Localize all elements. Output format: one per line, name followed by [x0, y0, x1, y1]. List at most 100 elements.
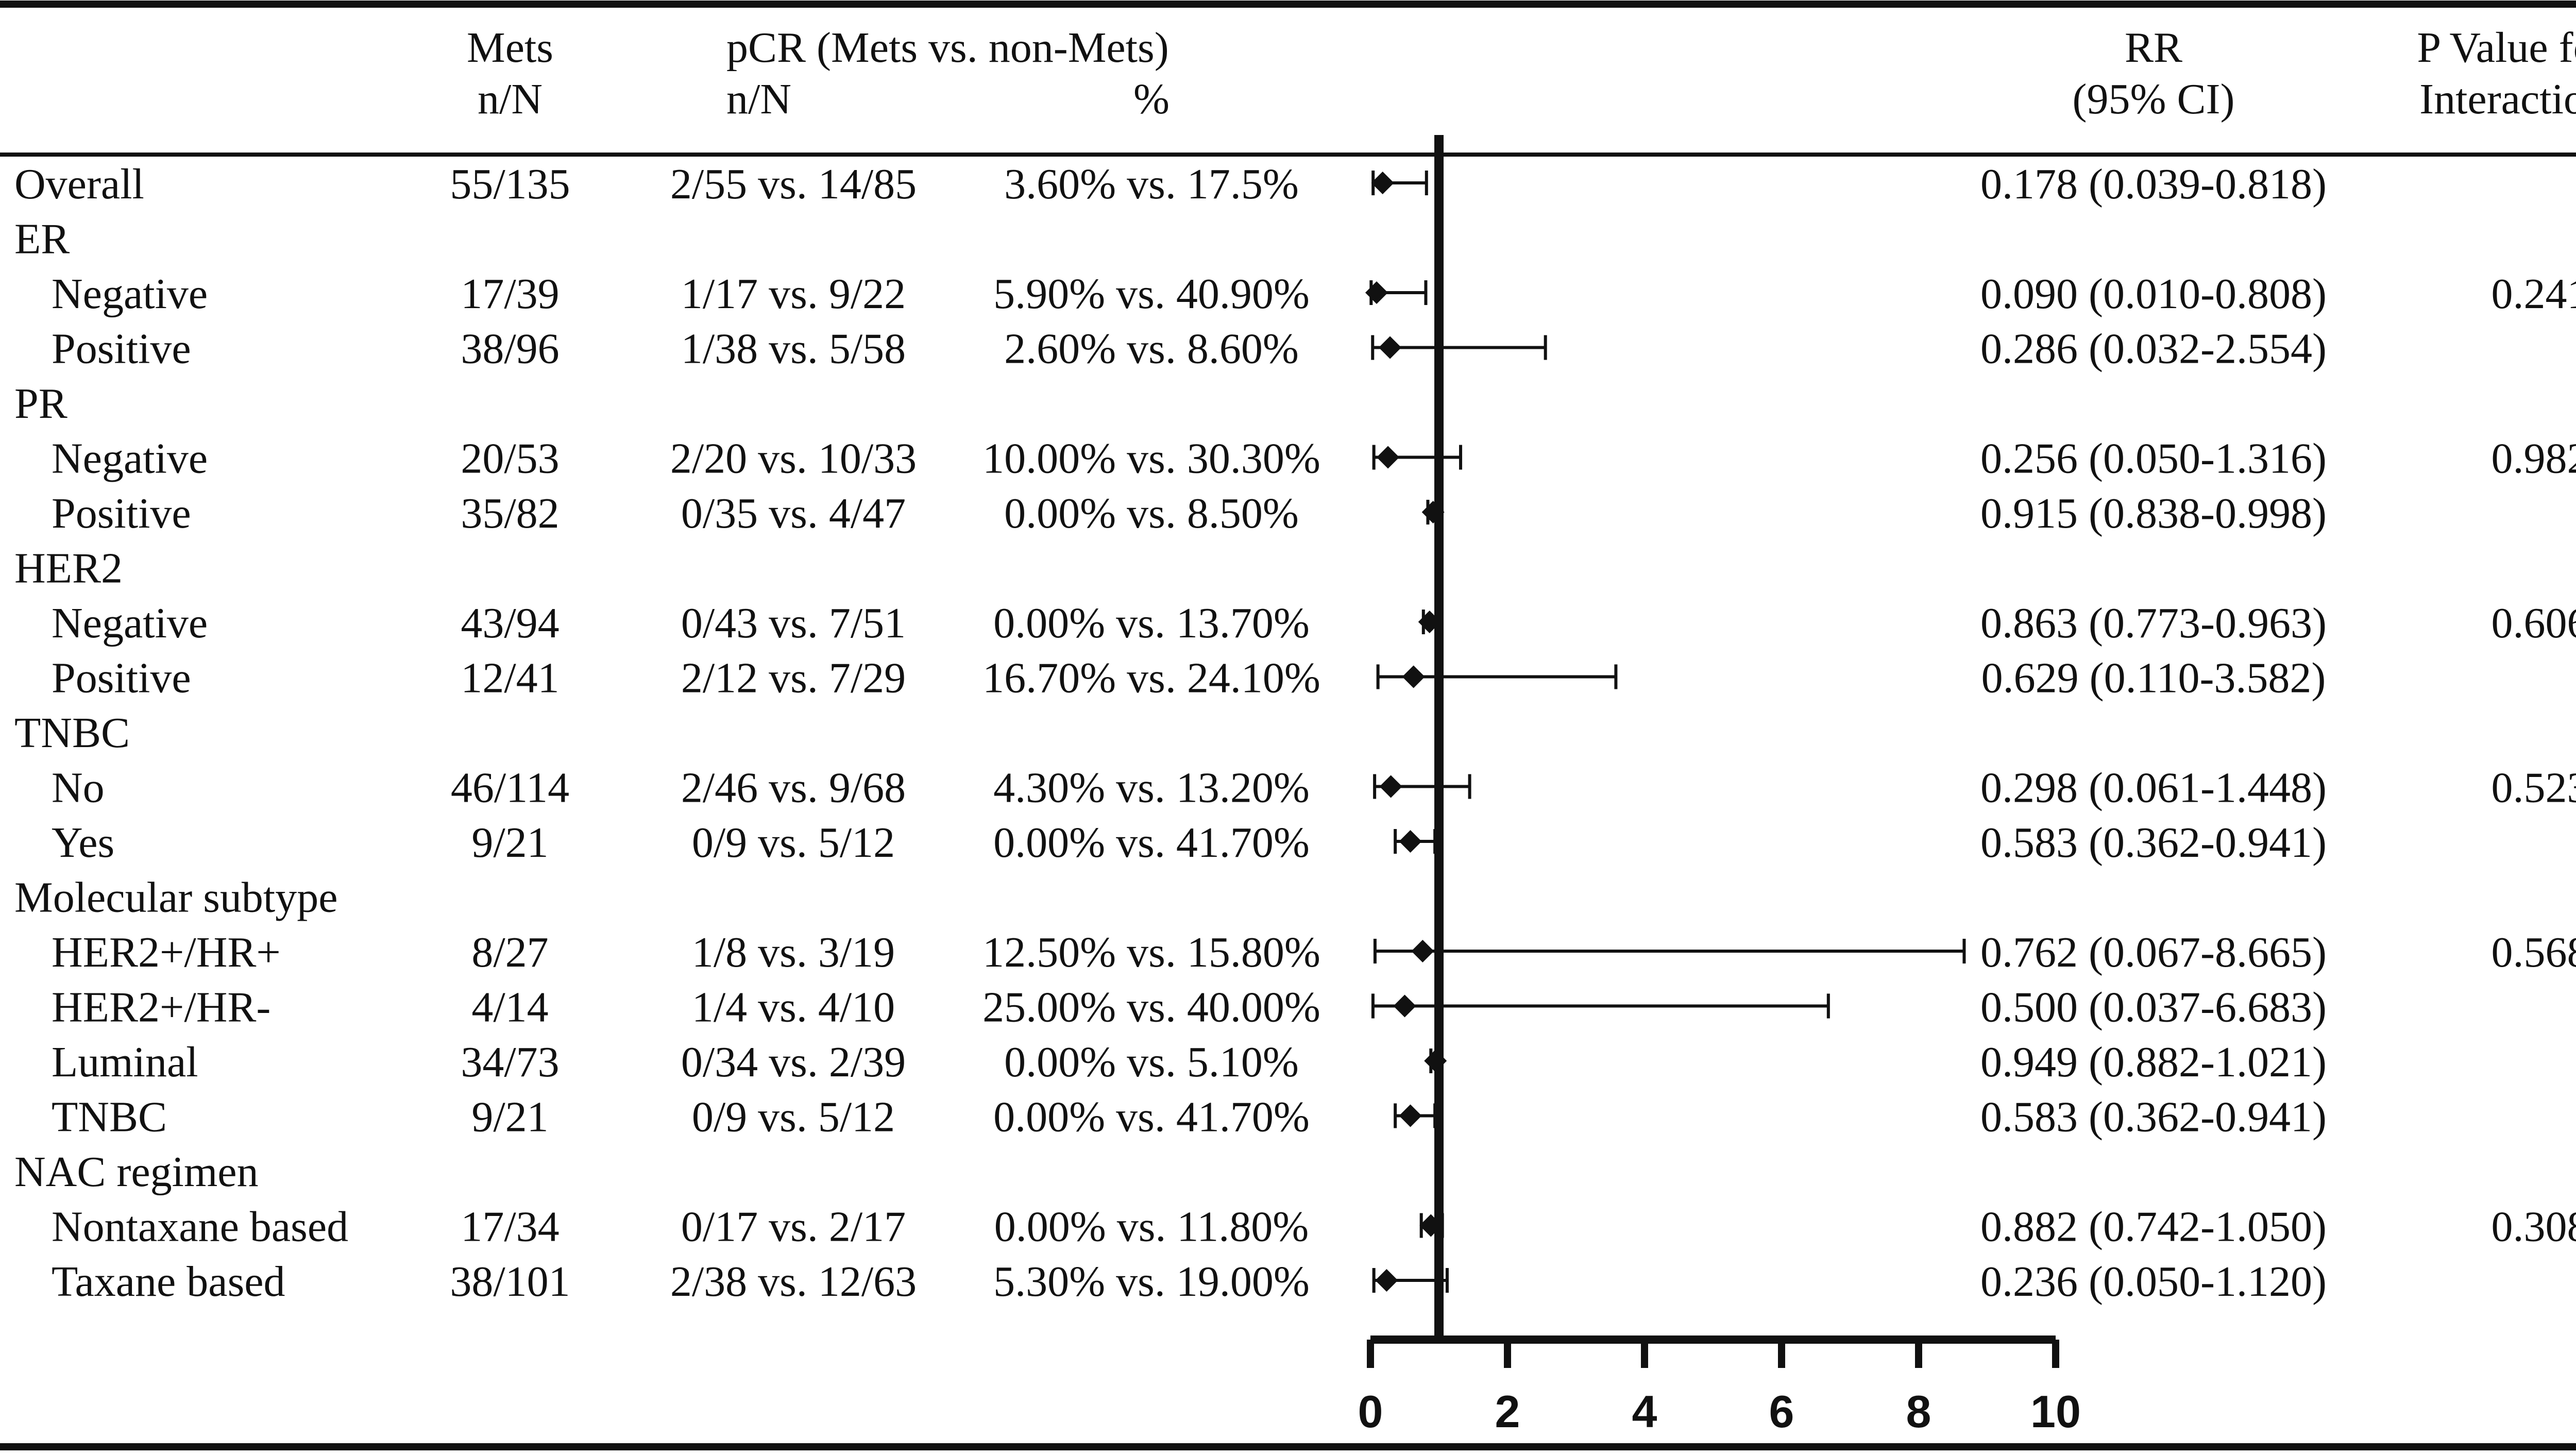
pcr-pct-cell: 12.50% vs. 15.80%	[982, 928, 1320, 976]
rr-point	[1379, 775, 1402, 798]
subgroup-label: Nontaxane based	[52, 1203, 348, 1251]
table-rows: Overall 55/135 2/55 vs. 14/85 3.60% vs. 17.…	[14, 160, 2576, 1306]
pcr-pct-cell: 16.70% vs. 24.10%	[982, 654, 1320, 702]
rr-cell: 0.629 (0.110-3.582)	[1981, 654, 2326, 702]
pcr-n-cell: 1/17 vs. 9/22	[681, 270, 906, 318]
rr-cell: 0.236 (0.050-1.120)	[1980, 1258, 2327, 1306]
mets-cell: 17/34	[461, 1203, 559, 1251]
pcr-n-cell: 1/8 vs. 3/19	[692, 928, 895, 976]
rr-point	[1399, 1104, 1422, 1127]
p-value-cell: 0.982	[2492, 435, 2576, 483]
rr-point	[1411, 940, 1434, 962]
rr-cell: 0.286 (0.032-2.554)	[1980, 325, 2327, 373]
subgroup-label: HER2+/HR+	[52, 928, 281, 976]
mets-cell: 46/114	[451, 764, 569, 812]
pcr-n-cell: 0/43 vs. 7/51	[681, 599, 906, 647]
pcr-pct-cell: 5.90% vs. 40.90%	[993, 270, 1310, 318]
pcr-pct-cell: 0.00% vs. 41.70%	[993, 1093, 1310, 1141]
pcr-n-cell: 0/17 vs. 2/17	[681, 1203, 906, 1251]
pcr-pct-cell: 5.30% vs. 19.00%	[993, 1258, 1310, 1306]
mets-cell: 9/21	[471, 1093, 548, 1141]
pcr-pct-cell: 0.00% vs. 41.70%	[993, 819, 1310, 867]
mets-cell: 35/82	[461, 489, 559, 537]
rr-cell: 0.298 (0.061-1.448)	[1980, 764, 2327, 812]
rr-cell: 0.256 (0.050-1.316)	[1980, 435, 2327, 483]
mets-cell: 55/135	[450, 160, 570, 208]
group-label: NAC regimen	[14, 1148, 259, 1196]
pcr-pct-cell: 0.00% vs. 8.50%	[1004, 489, 1299, 537]
rr-point	[1371, 172, 1394, 194]
pcr-pct-cell: 0.00% vs. 5.10%	[1004, 1038, 1299, 1086]
mets-cell: 12/41	[461, 654, 559, 702]
group-label: PR	[14, 380, 67, 428]
group-label: TNBC	[14, 709, 130, 757]
rr-point	[1375, 1269, 1398, 1292]
pcr-pct-cell: 0.00% vs. 13.70%	[993, 599, 1310, 647]
pcr-n-cell: 0/9 vs. 5/12	[692, 819, 895, 867]
pcr-n-cell: 1/4 vs. 4/10	[692, 984, 895, 1032]
rr-cell: 0.583 (0.362-0.941)	[1980, 1093, 2327, 1141]
header-p-interaction: Interaction	[2419, 75, 2576, 123]
rr-cell: 0.583 (0.362-0.941)	[1980, 819, 2327, 867]
subgroup-label: Taxane based	[52, 1258, 285, 1306]
pcr-pct-cell: 4.30% vs. 13.20%	[993, 764, 1310, 812]
subgroup-label: Positive	[52, 654, 191, 702]
subgroup-label: Positive	[52, 489, 191, 537]
x-tick-label: 4	[1632, 1386, 1657, 1437]
pcr-pct-cell: 3.60% vs. 17.5%	[1004, 160, 1299, 208]
p-value-cell: 0.241	[2492, 270, 2576, 318]
header-mets: Mets	[467, 24, 553, 72]
pcr-n-cell: 1/38 vs. 5/58	[681, 325, 906, 373]
header-pcr: pCR (Mets vs. non-Mets)	[726, 24, 1169, 72]
group-label: HER2	[14, 545, 123, 593]
mets-cell: 4/14	[471, 984, 548, 1032]
x-tick-label: 2	[1495, 1386, 1520, 1437]
header-p-value: P Value for	[2417, 24, 2576, 72]
mets-cell: 38/96	[461, 325, 559, 373]
pcr-pct-cell: 10.00% vs. 30.30%	[982, 435, 1320, 483]
group-label: Molecular subtype	[14, 874, 338, 922]
pcr-n-cell: 0/9 vs. 5/12	[692, 1093, 895, 1141]
rr-point	[1379, 336, 1402, 359]
pcr-n-cell: 2/55 vs. 14/85	[670, 160, 917, 208]
rr-cell: 0.500 (0.037-6.683)	[1980, 984, 2327, 1032]
rr-point	[1365, 281, 1388, 304]
pcr-n-cell: 0/35 vs. 4/47	[681, 489, 906, 537]
mets-cell: 9/21	[471, 819, 548, 867]
mets-cell: 38/101	[450, 1258, 570, 1306]
rr-cell: 0.762 (0.067-8.665)	[1980, 928, 2327, 976]
x-tick-label: 0	[1358, 1386, 1383, 1437]
x-tick-label: 10	[2030, 1386, 2081, 1437]
p-value-cell: 0.523	[2492, 764, 2576, 812]
group-label: ER	[14, 215, 70, 263]
mets-cell: 8/27	[471, 928, 548, 976]
pcr-n-cell: 2/38 vs. 12/63	[670, 1258, 917, 1306]
pcr-n-cell: 2/46 vs. 9/68	[681, 764, 906, 812]
p-value-cell: 0.606	[2492, 599, 2576, 647]
rr-cell: 0.178 (0.039-0.818)	[1980, 160, 2327, 208]
rr-cell: 0.915 (0.838-0.998)	[1980, 489, 2327, 537]
pcr-n-cell: 0/34 vs. 2/39	[681, 1038, 906, 1086]
p-value-cell: 0.308	[2492, 1203, 2576, 1251]
mets-cell: 20/53	[461, 435, 559, 483]
subgroup-label: TNBC	[52, 1093, 167, 1141]
pcr-pct-cell: 0.00% vs. 11.80%	[994, 1203, 1309, 1251]
rr-cell: 0.090 (0.010-0.808)	[1980, 270, 2327, 318]
x-tick-label: 8	[1906, 1386, 1931, 1437]
header-rr-ci: (95% CI)	[2073, 75, 2235, 123]
subgroup-label: Yes	[52, 819, 114, 867]
pcr-n-cell: 2/20 vs. 10/33	[670, 435, 917, 483]
rr-point	[1377, 446, 1400, 469]
subgroup-label: Positive	[52, 325, 191, 373]
header-mets-n: n/N	[478, 75, 543, 123]
subgroup-label: Negative	[52, 435, 208, 483]
subgroup-label: No	[52, 764, 105, 812]
subgroup-label: Luminal	[52, 1038, 198, 1086]
plot-area: 0 2 4 6 8 10	[1358, 135, 2081, 1437]
header-pcr-pct: %	[1133, 75, 1170, 123]
rr-point	[1393, 994, 1416, 1018]
pcr-n-cell: 2/12 vs. 7/29	[681, 654, 906, 702]
rr-point	[1399, 830, 1422, 853]
mets-cell: 43/94	[461, 599, 559, 647]
